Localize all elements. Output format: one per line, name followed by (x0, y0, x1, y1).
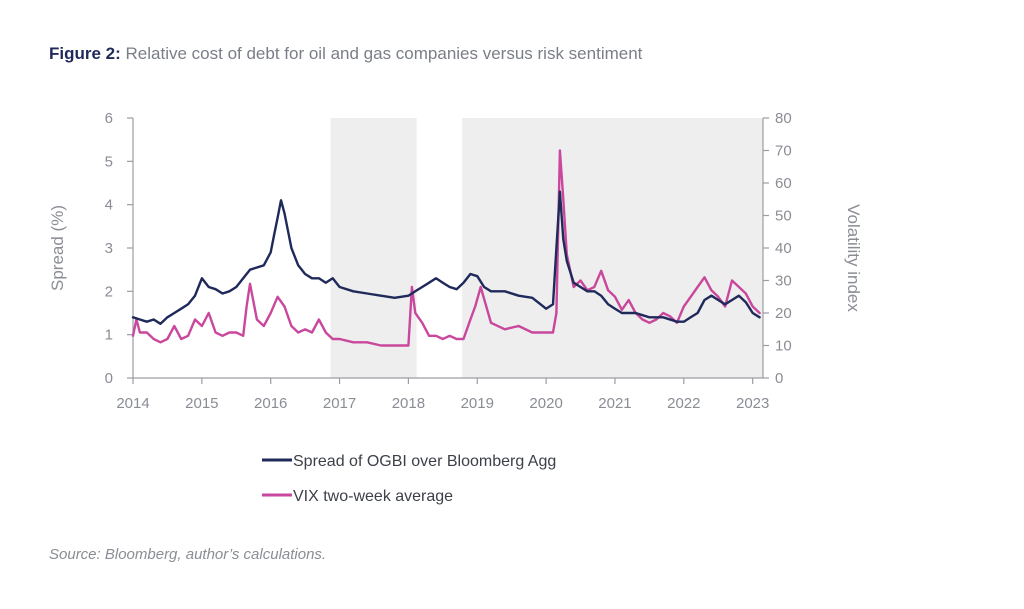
x-tick-label: 2015 (185, 395, 218, 412)
y2-tick-label: 50 (775, 208, 792, 225)
y-axis-title: Spread (%) (48, 205, 67, 291)
y-tick-label: 3 (105, 240, 113, 257)
y-tick-label: 0 (105, 370, 113, 387)
y2-tick-label: 0 (775, 370, 783, 387)
figure-title-text: Relative cost of debt for oil and gas co… (125, 44, 643, 63)
x-tick-label: 2023 (736, 395, 769, 412)
legend-label-spread: Spread of OGBI over Bloomberg Agg (293, 453, 556, 470)
y-tick-label: 6 (105, 110, 113, 127)
y2-tick-label: 20 (775, 305, 792, 322)
legend-item-spread: Spread of OGBI over Bloomberg Agg (262, 453, 556, 470)
shaded-period-2 (462, 118, 763, 378)
x-tick-label: 2019 (461, 395, 494, 412)
series-lines (131, 149, 761, 347)
y-tick-label: 1 (105, 327, 113, 344)
figure-label: Figure 2: (49, 44, 121, 63)
x-tick-label: 2017 (323, 395, 356, 412)
figure-title: Figure 2: Relative cost of debt for oil … (49, 44, 642, 64)
y-tick-label: 5 (105, 153, 113, 170)
y2-tick-label: 40 (775, 240, 792, 257)
y2-axis-title: Volatility index (844, 204, 863, 312)
shaded-periods (330, 118, 763, 378)
series-line-spread (131, 190, 761, 325)
x-tick-label: 2022 (667, 395, 700, 412)
source-note: Source: Bloomberg, author’s calculations… (49, 546, 327, 563)
legend-label-vix: VIX two-week average (293, 488, 453, 505)
axis-ticks: 2014 2015 2016 2017 2018 2019 2020 2021 2022 2023… (105, 110, 792, 412)
x-tick-label: 2021 (598, 395, 631, 412)
shaded-period-1 (330, 118, 417, 378)
y-tick-label: 4 (105, 197, 113, 214)
y2-tick-label: 30 (775, 273, 792, 290)
legend-item-vix: VIX two-week average (262, 488, 453, 505)
x-tick-label: 2018 (392, 395, 425, 412)
x-tick-label: 2016 (254, 395, 287, 412)
y2-tick-label: 10 (775, 338, 792, 355)
x-tick-label: 2014 (116, 395, 149, 412)
y2-tick-label: 80 (775, 110, 792, 127)
x-tick-label: 2020 (529, 395, 562, 412)
y-tick-label: 2 (105, 283, 113, 300)
legend: Spread of OGBI over Bloomberg Agg VIX tw… (262, 453, 556, 505)
y2-tick-label: 70 (775, 143, 792, 160)
y2-tick-label: 60 (775, 175, 792, 192)
